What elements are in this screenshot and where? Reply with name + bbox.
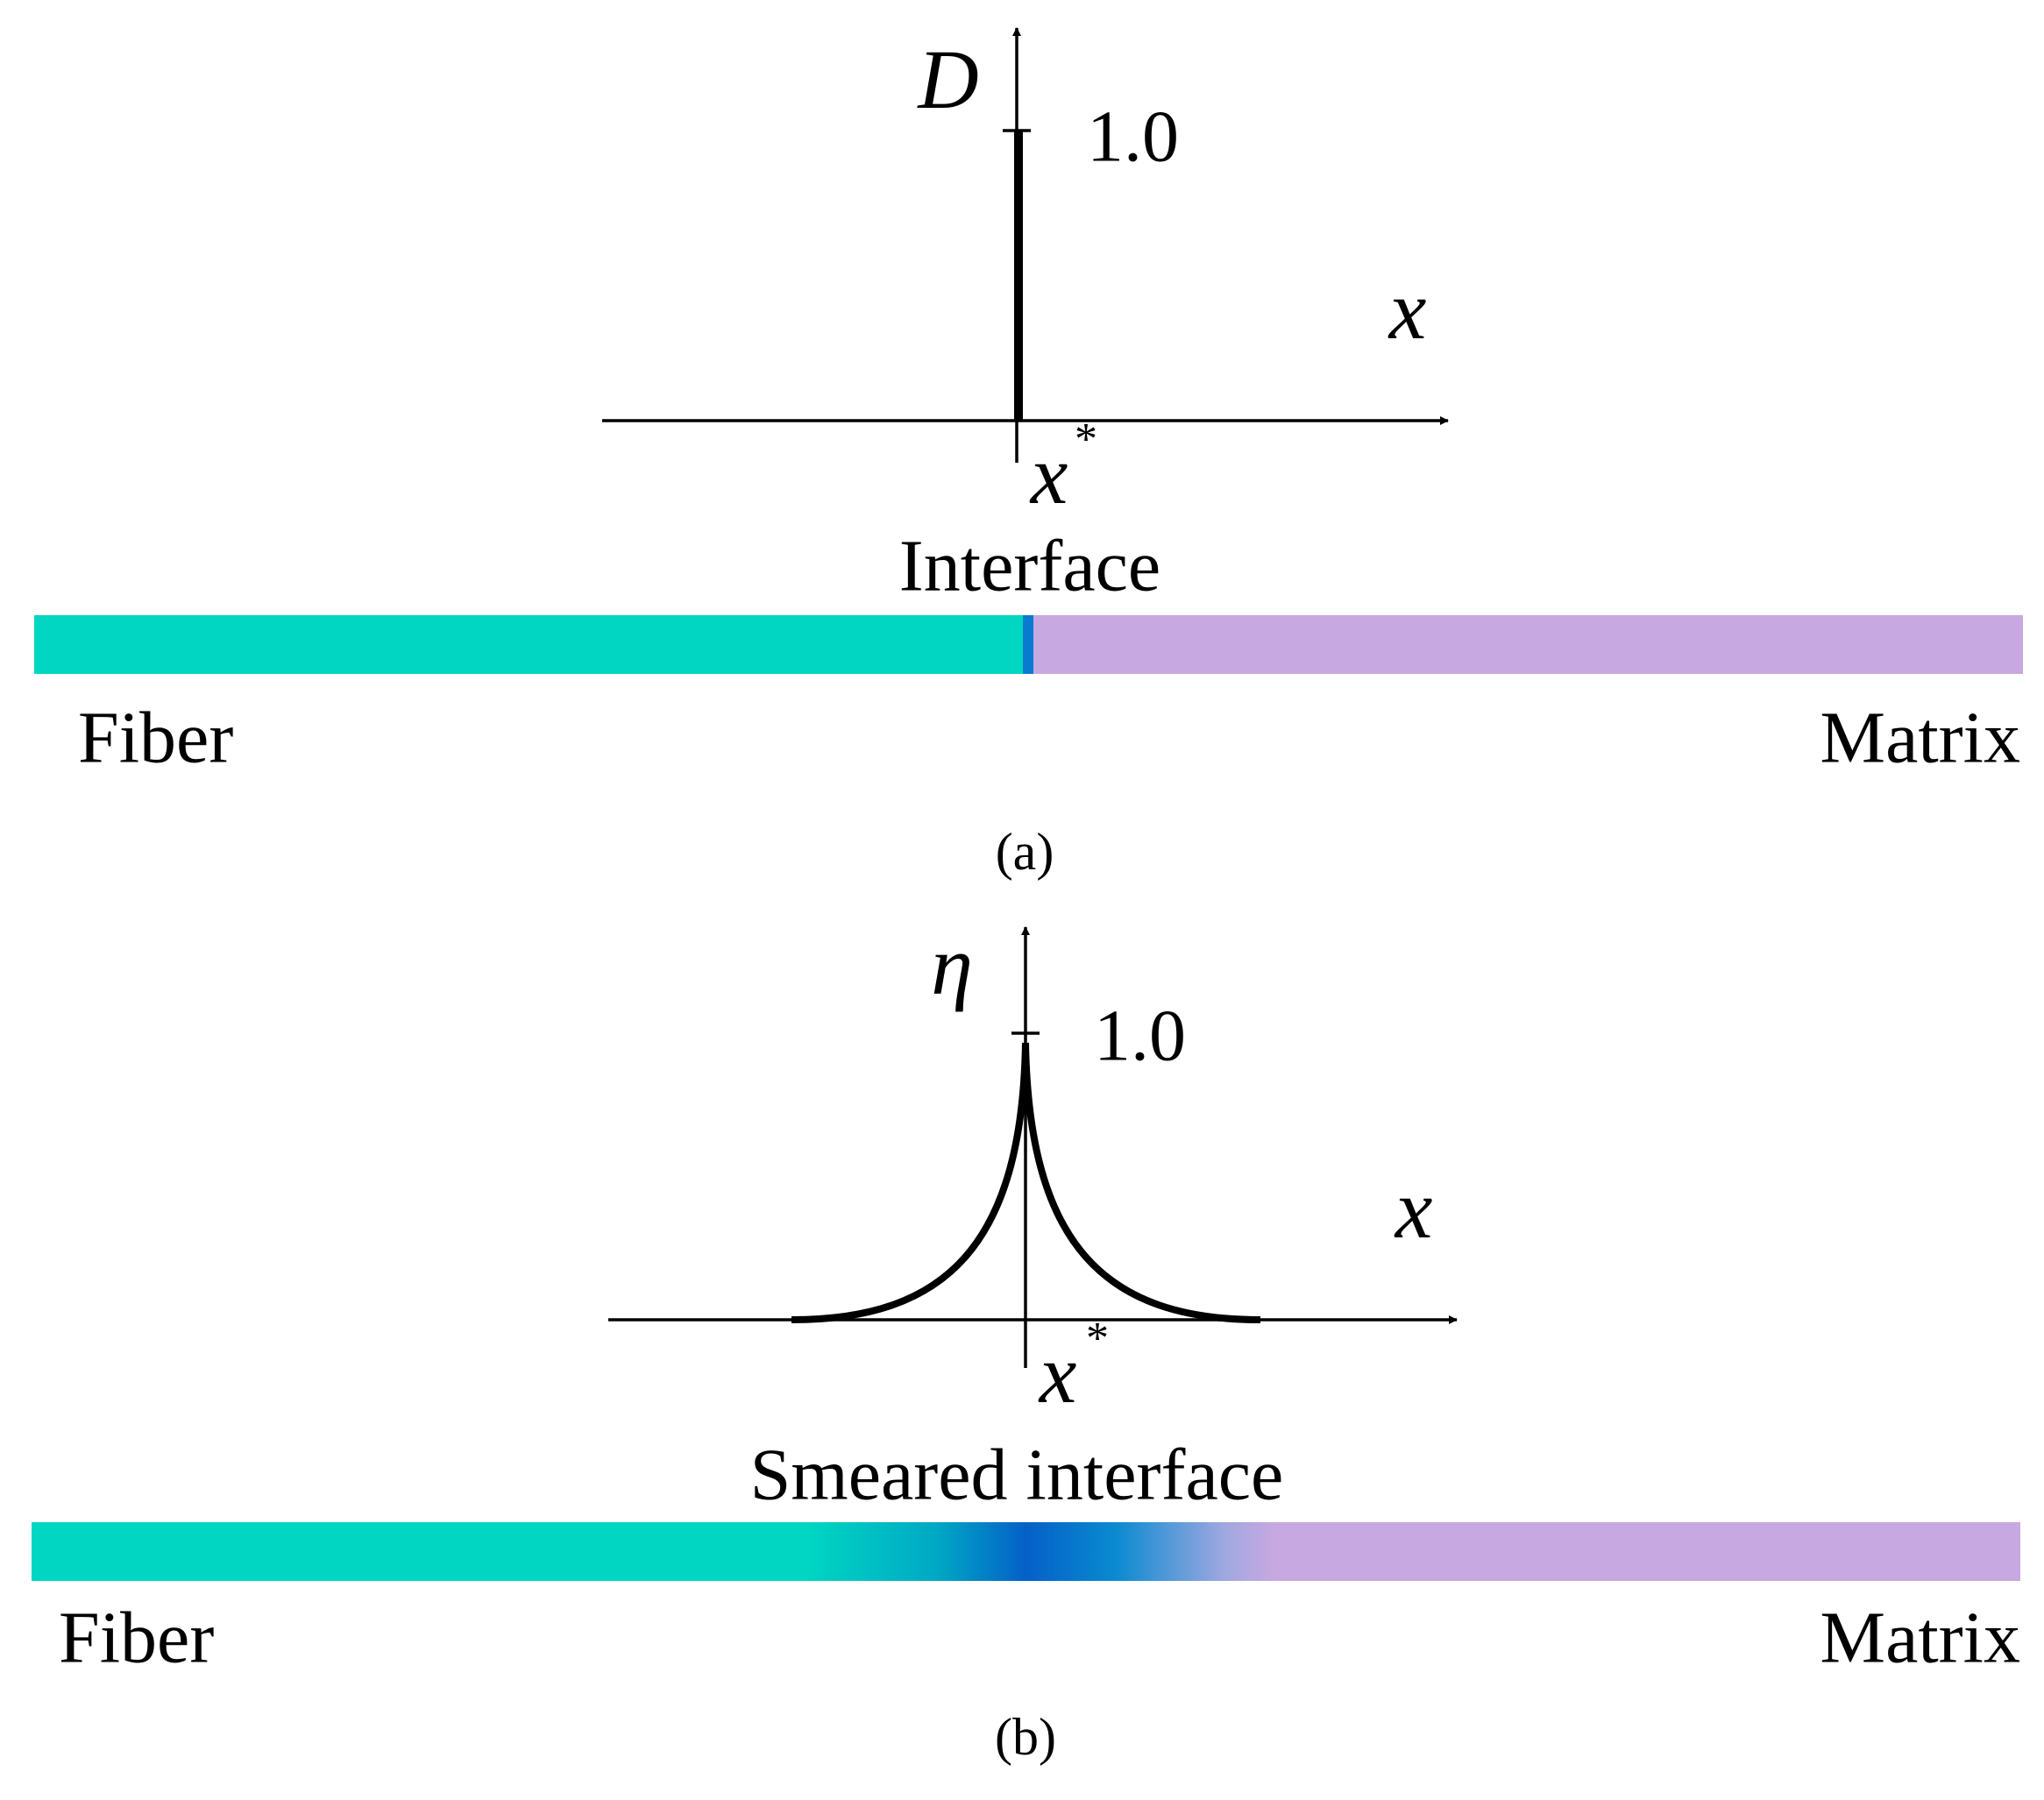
interface-label: Smeared interface: [750, 1434, 1284, 1515]
interface-label: Interface: [899, 525, 1160, 606]
matrix-label: Matrix: [1820, 697, 2020, 778]
phase-field-curve: [791, 1042, 1261, 1323]
y-axis-label: D: [916, 32, 978, 126]
matrix-label: Matrix: [1820, 1597, 2020, 1678]
tick-label: 1.0: [1094, 995, 1186, 1076]
caption: (b): [995, 1708, 1056, 1766]
gradient-bar: [32, 1522, 2020, 1581]
interface-strip: [1023, 615, 1033, 674]
fiber-bar: [34, 615, 1023, 674]
x-star-sup: *: [1086, 1314, 1109, 1364]
x-star-base: x: [1038, 1327, 1077, 1421]
matrix-bar: [1033, 615, 2023, 674]
fiber-label: Fiber: [78, 697, 233, 778]
x-axis-label: x: [1394, 1162, 1433, 1256]
x-star-sup: *: [1075, 415, 1097, 464]
x-axis-label: x: [1388, 263, 1427, 357]
tick-label: 1.0: [1087, 96, 1179, 177]
x-star-base: x: [1029, 428, 1068, 521]
caption: (a): [996, 823, 1054, 881]
panel-b: η 1.0 x x * Smeared interface Fiber Matr…: [32, 918, 2020, 1766]
y-axis-label: η: [931, 918, 973, 1012]
fiber-label: Fiber: [59, 1597, 214, 1678]
panel-a: D 1.0 x x * Interface Fiber Matrix (a): [34, 27, 2023, 881]
